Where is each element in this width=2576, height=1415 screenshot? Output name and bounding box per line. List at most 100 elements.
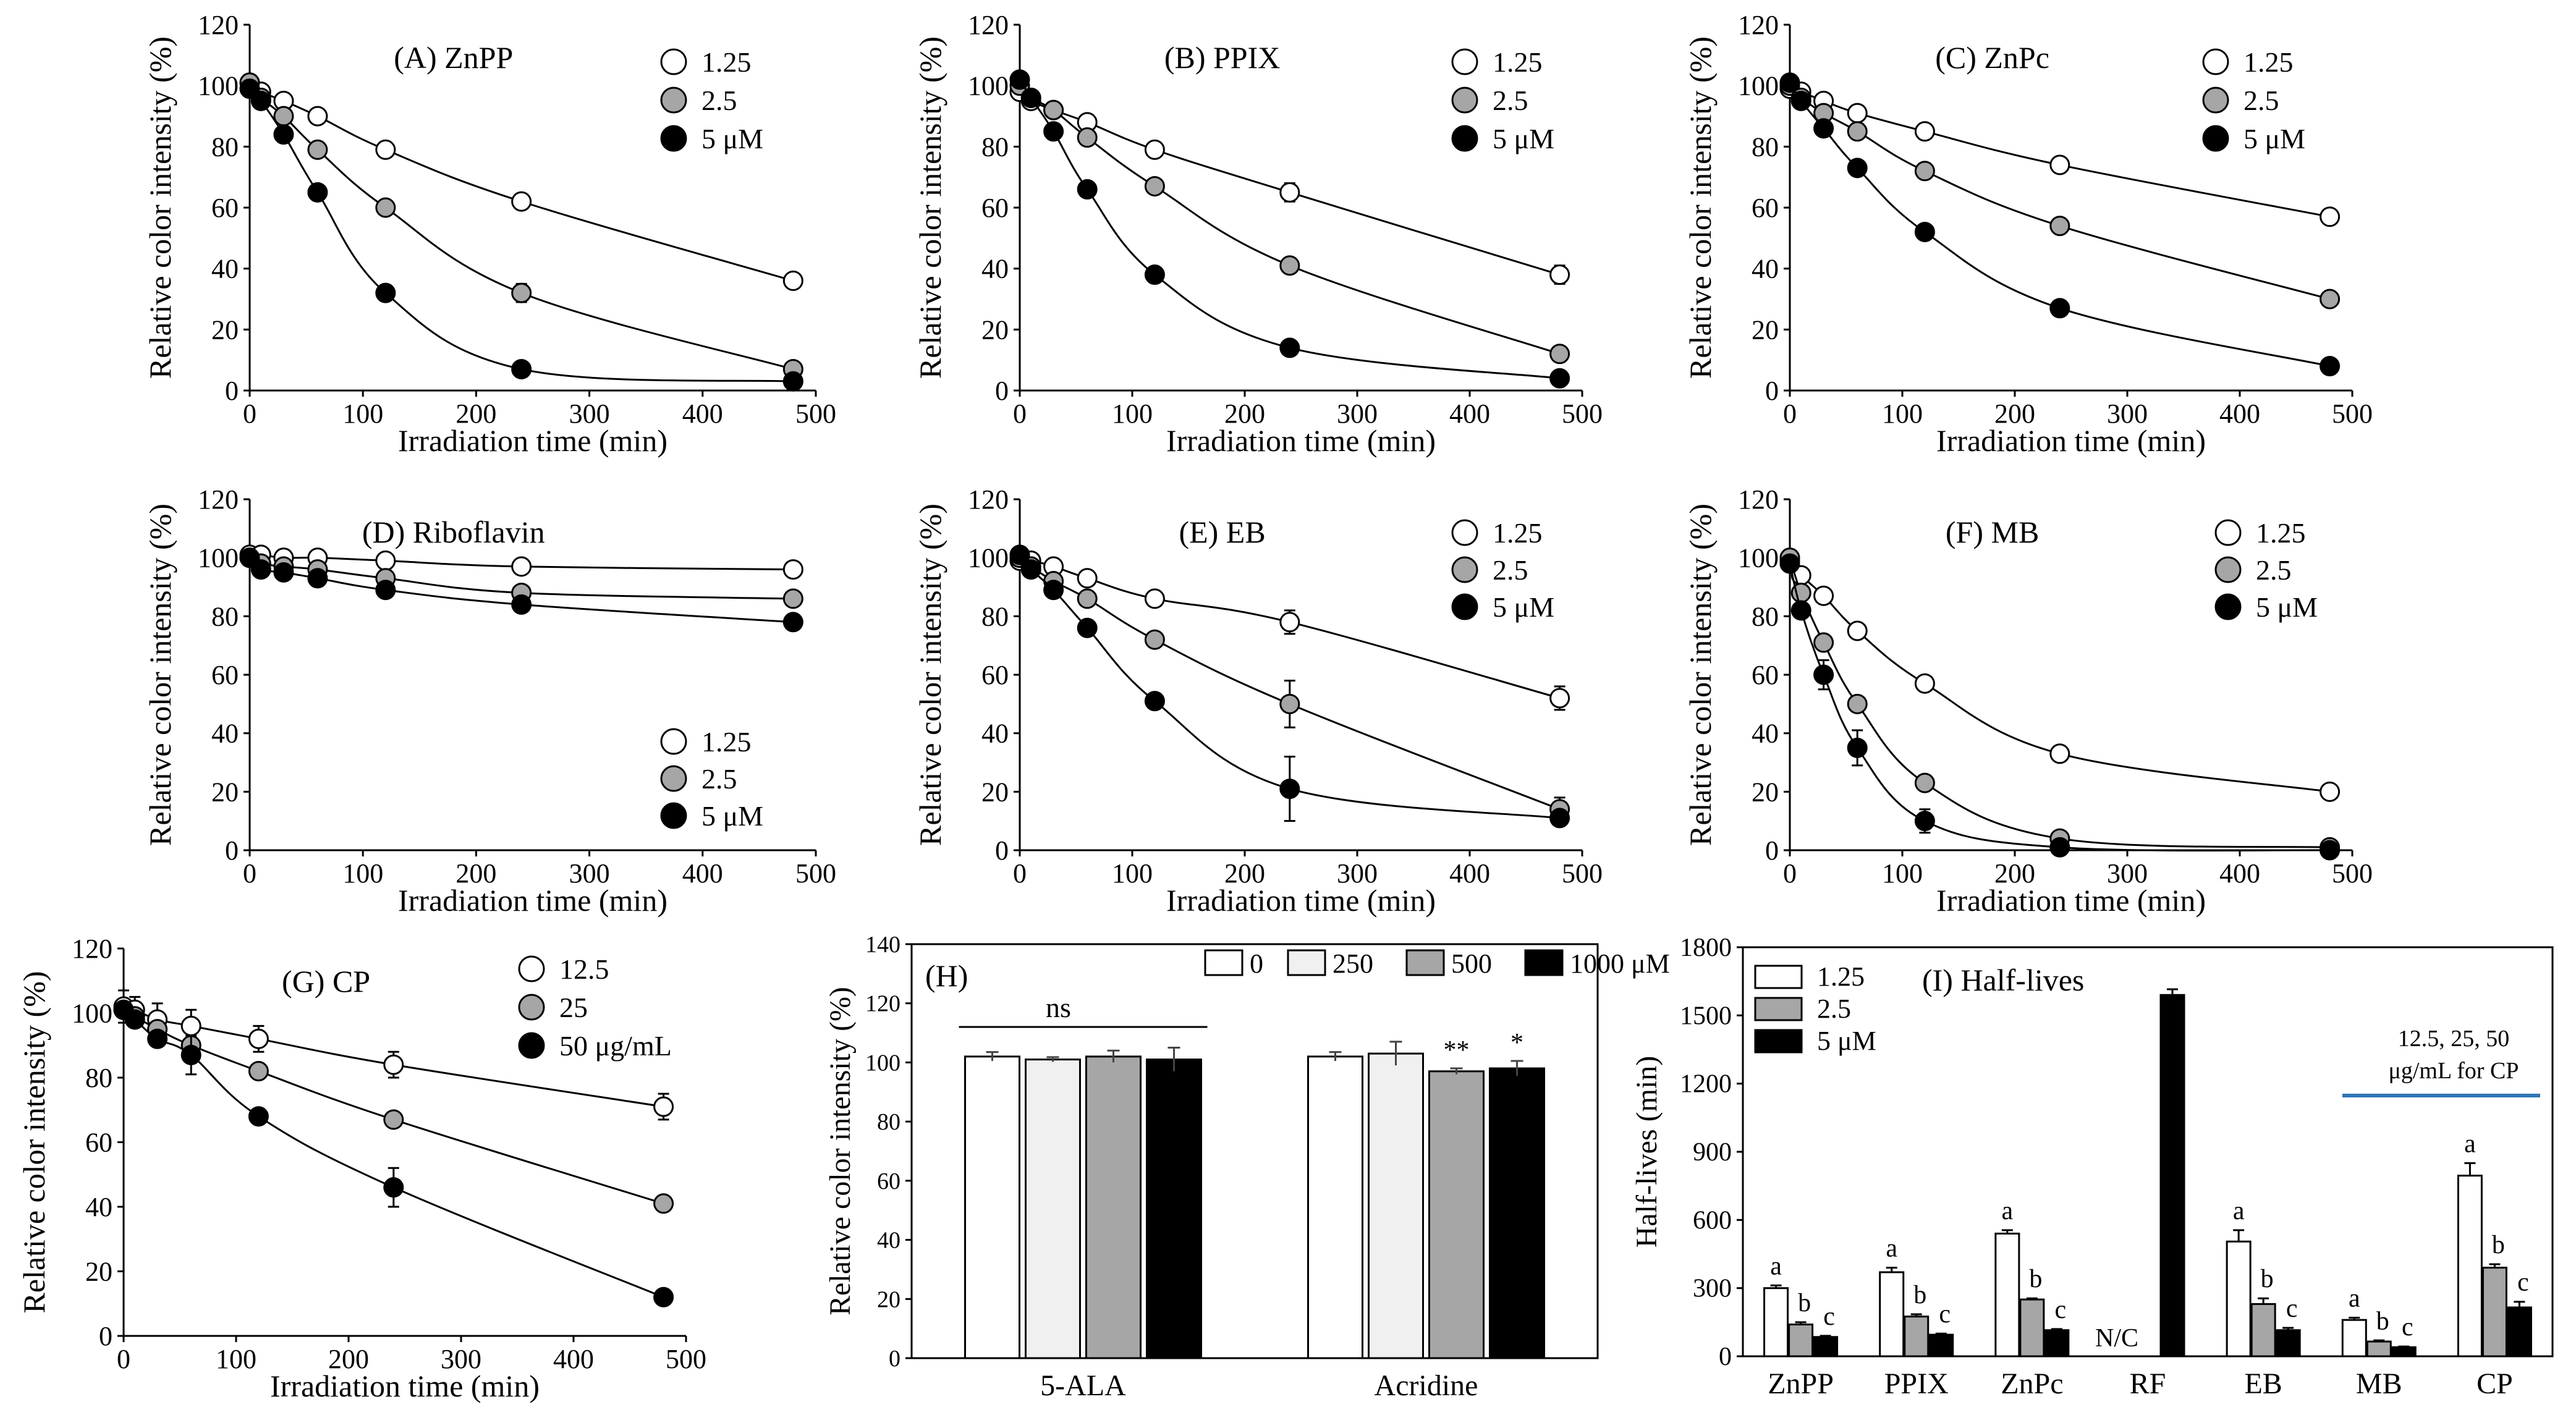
data-point [653, 1096, 674, 1117]
x-axis-label: Irradiation time (min) [398, 423, 667, 458]
bar [1025, 1058, 1081, 1359]
data-point [1144, 175, 1165, 196]
legend-marker [518, 1032, 545, 1059]
data-point [1279, 693, 1300, 714]
data-point [1813, 664, 1834, 685]
legend-label: 1.25 [1817, 961, 1865, 992]
legend-swatch [1754, 997, 1803, 1021]
y-tick-label: 0 [889, 1346, 900, 1372]
y-tick-label: 40 [1752, 254, 1779, 284]
x-tick-label: 0 [243, 858, 256, 889]
bar [2019, 1298, 2045, 1358]
y-tick-label: 0 [1719, 1343, 1732, 1371]
significance-letter: c [2517, 1269, 2529, 1297]
category-label: 5-ALA [1040, 1369, 1126, 1402]
y-tick-label: 80 [1752, 601, 1779, 631]
bar [1146, 1058, 1202, 1359]
legend-label: 2.5 [1493, 85, 1528, 116]
panel-C: 0 20 40 60 80 100 120 0 100 200 300 400 500 Irradiati… [1683, 10, 2373, 458]
data-point [1847, 103, 1868, 124]
data-point [1144, 588, 1165, 609]
bar [1813, 1336, 1839, 1358]
significance-letter: c [2286, 1295, 2298, 1323]
y-tick-label: 20 [211, 315, 239, 345]
x-tick-label: 400 [2219, 858, 2260, 889]
legend-label: 50 μg/mL [559, 1030, 672, 1062]
x-tick-label: 200 [455, 858, 496, 889]
y-tick-label: 20 [981, 777, 1009, 807]
bar [1085, 1055, 1142, 1359]
y-tick-label: 600 [1693, 1206, 1732, 1235]
x-tick-label: 300 [569, 399, 610, 429]
y-tick-label: 20 [981, 315, 1009, 345]
legend-marker [518, 994, 545, 1021]
data-point [124, 1009, 145, 1030]
significance-label: * [1510, 1029, 1523, 1057]
data-point [1144, 264, 1165, 285]
x-tick-label: 500 [1562, 858, 1603, 889]
legend-marker [2214, 519, 2242, 546]
category-label: EB [2244, 1367, 2282, 1400]
significance-letter: b [1913, 1281, 1926, 1309]
significance-letter: a [2464, 1130, 2476, 1158]
legend-label: 5 μM [701, 123, 763, 154]
y-tick-label: 60 [85, 1128, 112, 1158]
data-point [248, 1028, 269, 1049]
x-tick-label: 200 [1994, 858, 2035, 889]
panel-A: 0 20 40 60 80 100 120 0 100 200 300 400 500 Irradiati… [143, 10, 836, 458]
data-point [1914, 161, 1935, 182]
legend-marker [2202, 87, 2229, 114]
legend-marker [660, 802, 687, 829]
legend-swatch [1405, 949, 1445, 976]
data-point [782, 270, 803, 291]
data-point [1043, 121, 1064, 142]
y-tick-label: 100 [1738, 71, 1779, 101]
y-tick-label: 0 [995, 376, 1009, 406]
x-tick-label: 500 [795, 858, 836, 889]
data-point [2320, 781, 2341, 802]
data-point [375, 197, 396, 218]
y-tick-label: 0 [995, 835, 1009, 866]
data-point [2320, 206, 2341, 227]
data-point [250, 90, 271, 111]
y-tick-label: 40 [981, 719, 1009, 749]
legend-label: 1.25 [701, 46, 752, 78]
panel-H: 0 20 40 60 80 100 120 140 Relative color intensi… [824, 932, 1670, 1402]
significance-letter: b [2261, 1265, 2274, 1293]
y-tick-label: 100 [198, 543, 239, 573]
data-point [782, 612, 803, 633]
x-tick-label: 300 [1337, 399, 1378, 429]
data-point [248, 1106, 269, 1127]
data-point [1279, 182, 1300, 203]
x-axis-label: Irradiation time (min) [398, 883, 667, 918]
data-point [307, 139, 328, 160]
data-point [511, 358, 532, 379]
data-point [2049, 837, 2070, 858]
legend-swatch [1754, 965, 1803, 989]
legend-label: 1.25 [701, 726, 752, 758]
data-point [782, 588, 803, 609]
data-point [1813, 118, 1834, 139]
y-tick-label: 100 [968, 71, 1009, 101]
x-tick-label: 500 [666, 1344, 706, 1374]
plot-frame [1742, 946, 2554, 1358]
y-tick-label: 80 [981, 601, 1009, 631]
y-tick-label: 80 [877, 1109, 900, 1135]
y-tick-label: 120 [865, 991, 900, 1017]
panel-title: (F) MB [1946, 515, 2039, 549]
data-point [147, 1028, 168, 1049]
data-point [1279, 255, 1300, 276]
y-tick-label: 40 [85, 1192, 112, 1222]
y-tick-label: 300 [1693, 1275, 1732, 1303]
bar [1928, 1333, 1954, 1358]
data-point [250, 559, 271, 580]
significance-letter: a [2233, 1197, 2245, 1225]
legend-label: 2.5 [1493, 554, 1528, 586]
bar [2226, 1240, 2252, 1358]
bar [1904, 1316, 1930, 1358]
legend-label: 5 μM [2243, 123, 2305, 154]
legend-label: 1.25 [1493, 517, 1543, 549]
legend-marker [2214, 593, 2242, 620]
data-point [1020, 559, 1041, 580]
legend-swatch [1287, 949, 1326, 976]
